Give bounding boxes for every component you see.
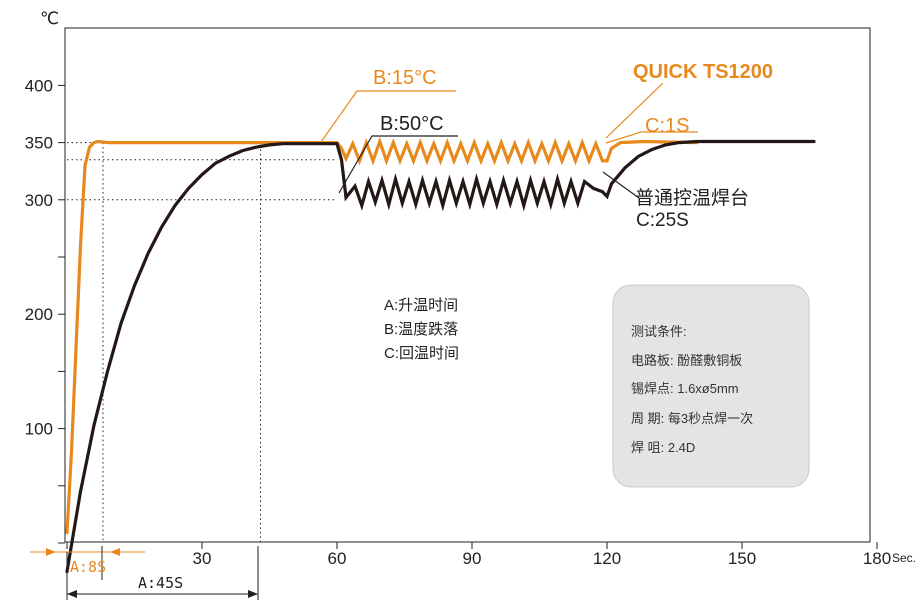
test-title: 测试条件: <box>631 324 687 339</box>
legend-line-a: A:升温时间 <box>384 297 458 314</box>
test-row-solder: 锡焊点: 1.6xø5mm <box>631 381 739 396</box>
test-row-period: 周 期: 每3秒点焊一次 <box>631 411 753 426</box>
normal-leader <box>602 171 640 199</box>
a-dimension-markers <box>30 546 259 600</box>
plot-frame <box>64 27 871 543</box>
b-normal-label: B:50°C <box>380 113 444 135</box>
x-tick-label: 90 <box>463 549 482 568</box>
series-label-normal: 普通控温焊台 <box>635 187 749 209</box>
x-unit-label: Sec. <box>892 551 916 565</box>
y-tick-label: 400 <box>25 76 53 95</box>
a-normal-label: A:45S <box>138 574 183 592</box>
x-tick-label: 120 <box>593 549 621 568</box>
x-tick-label: 180 <box>863 549 891 568</box>
series-normal-line <box>65 139 816 574</box>
b-quick-label: B:15°C <box>373 67 437 89</box>
annotation-leaders <box>320 82 698 199</box>
y-unit-label: ℃ <box>40 9 59 28</box>
b-quick-leader <box>320 90 456 143</box>
c-quick-label: C:1S <box>645 115 689 137</box>
test-conditions-box <box>612 284 810 488</box>
test-row-tip: 焊 咀: 2.4D <box>631 440 695 455</box>
guide-lines <box>67 142 337 542</box>
x-tick-label: 60 <box>328 549 347 568</box>
test-row-board: 电路板: 酚醛敷铜板 <box>631 353 742 368</box>
y-tick-label: 100 <box>25 420 53 439</box>
c-quick-leader <box>605 131 698 144</box>
legend-line-b: B:温度跌落 <box>384 321 458 338</box>
quick-ts1200-leader <box>605 82 664 139</box>
a-quick-label: A:8S <box>70 558 106 576</box>
legend-line-c: C:回温时间 <box>384 345 459 362</box>
series-label-quick: QUICK TS1200 <box>633 61 773 83</box>
x-tick-label: 30 <box>193 549 212 568</box>
x-tick-label: 150 <box>728 549 756 568</box>
c-normal-label: C:25S <box>636 210 689 231</box>
axis-ticks: 30 60 90 120 150 180 100 200 300 350 400 <box>25 76 892 568</box>
b-normal-leader <box>338 135 458 194</box>
y-tick-label: 200 <box>25 305 53 324</box>
series-lines <box>65 136 816 574</box>
y-tick-label: 300 <box>25 191 53 210</box>
y-tick-label: 350 <box>25 134 53 153</box>
